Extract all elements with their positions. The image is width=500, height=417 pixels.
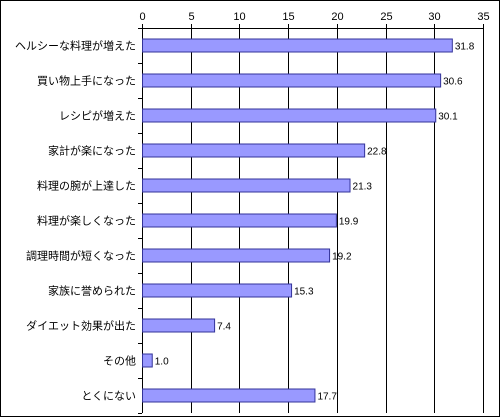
x-tick-label: 30 bbox=[428, 11, 440, 23]
data-label: 15.3 bbox=[294, 287, 314, 298]
category-label: 買い物上手になった bbox=[37, 74, 136, 88]
x-tick-label: 10 bbox=[233, 11, 245, 23]
category-label: 料理が楽しくなった bbox=[37, 214, 136, 228]
bars bbox=[142, 38, 453, 403]
x-tick-label: 15 bbox=[282, 11, 294, 23]
category-label: 家族に誉められた bbox=[48, 284, 136, 298]
bar bbox=[142, 353, 153, 368]
bar bbox=[142, 213, 337, 228]
category-label: とくにない bbox=[81, 390, 136, 403]
x-tick-label: 35 bbox=[477, 11, 489, 23]
category-label: ヘルシーな料理が増えた bbox=[15, 39, 136, 53]
data-label: 19.9 bbox=[339, 217, 359, 228]
bar bbox=[142, 108, 437, 123]
category-label: 料理の腕が上達した bbox=[37, 179, 136, 193]
data-label: 30.1 bbox=[438, 112, 458, 123]
category-label: 家計が楽になった bbox=[48, 144, 136, 158]
category-label: その他 bbox=[103, 355, 136, 368]
bar bbox=[142, 318, 216, 333]
x-tick-label: 20 bbox=[331, 11, 343, 23]
data-label: 17.7 bbox=[317, 392, 337, 403]
bar bbox=[142, 248, 331, 263]
category-labels: ヘルシーな料理が増えた買い物上手になったレシピが増えた家計が楽になった料理の腕が… bbox=[15, 39, 136, 403]
data-label: 19.2 bbox=[332, 252, 352, 263]
x-tick-label: 5 bbox=[188, 11, 194, 23]
data-label: 22.8 bbox=[367, 147, 387, 158]
data-label: 7.4 bbox=[217, 322, 231, 333]
data-label: 30.6 bbox=[443, 77, 463, 88]
category-label: 調理時間が短くなった bbox=[26, 249, 136, 263]
data-label: 31.8 bbox=[455, 42, 475, 53]
x-tick-labels: 0 5 10 15 20 25 30 35 bbox=[139, 11, 489, 23]
bar bbox=[142, 143, 366, 158]
value-labels: 31.8 30.6 30.1 22.8 21.3 19.9 19.2 15.3 7.4 1.0 17… bbox=[155, 42, 475, 403]
category-label: レシピが増えた bbox=[59, 109, 136, 123]
bar bbox=[142, 388, 316, 403]
x-tick-label: 0 bbox=[139, 11, 145, 23]
x-tick-label: 25 bbox=[380, 11, 392, 23]
bar bbox=[142, 38, 453, 53]
bar bbox=[142, 283, 293, 298]
data-label: 1.0 bbox=[155, 357, 169, 368]
category-label: ダイエット効果が出た bbox=[26, 319, 136, 333]
data-label: 21.3 bbox=[353, 182, 373, 193]
bar bbox=[142, 73, 442, 88]
bar bbox=[142, 178, 351, 193]
